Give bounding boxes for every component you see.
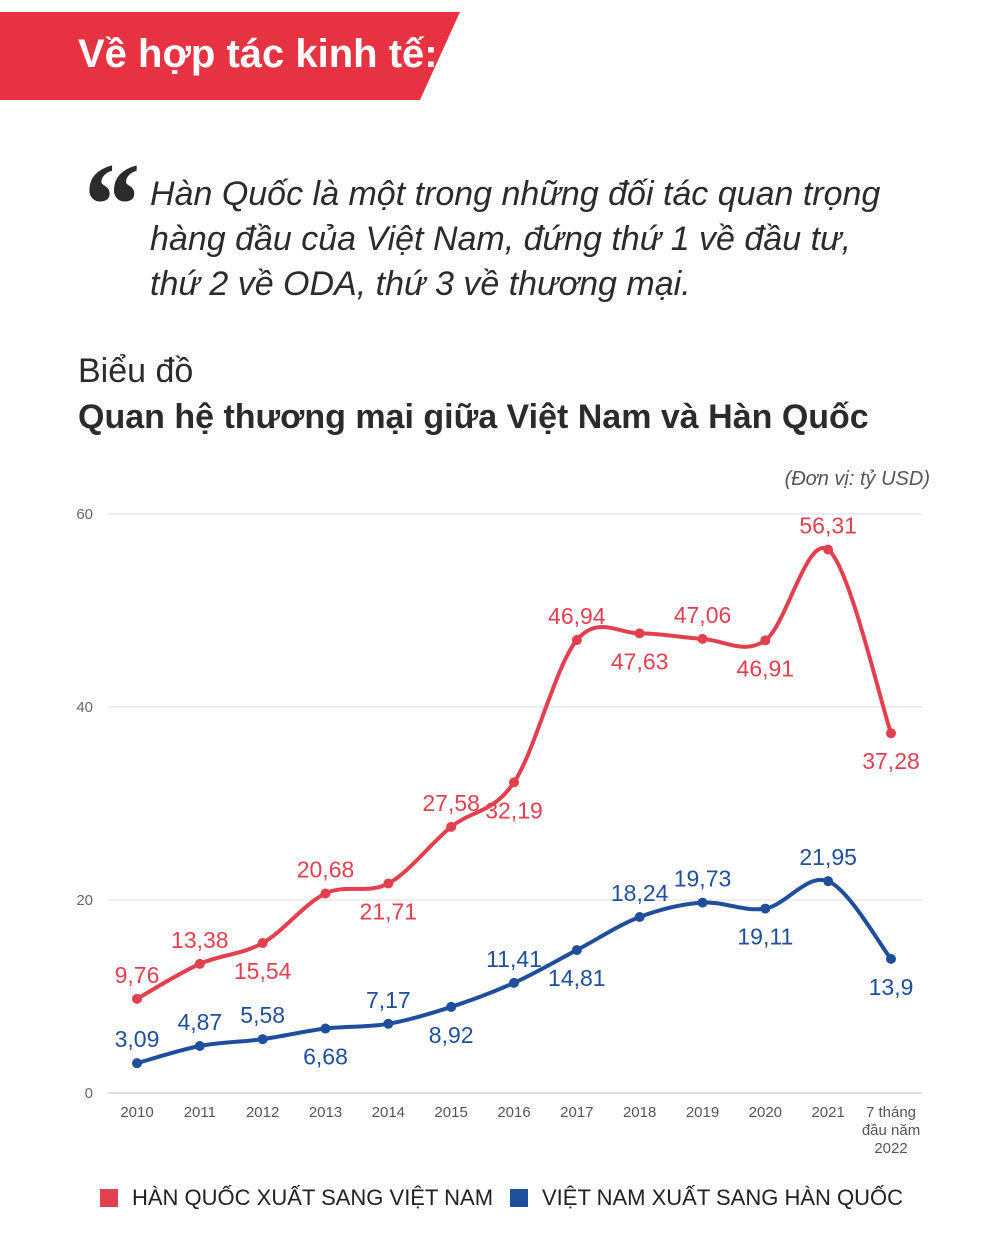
- data-point: [697, 633, 708, 644]
- data-point: [320, 888, 331, 899]
- data-point: [383, 1018, 394, 1029]
- data-label: 37,28: [862, 748, 920, 774]
- data-point: [257, 938, 268, 949]
- data-label: 5,58: [240, 1002, 285, 1028]
- x-tick-label: 2015: [434, 1104, 467, 1121]
- data-label: 8,92: [429, 1022, 474, 1048]
- data-label: 56,31: [799, 513, 857, 539]
- data-label: 19,11: [737, 924, 793, 950]
- data-point: [886, 728, 896, 739]
- quote-text: Hàn Quốc là một trong những đối tác quan…: [150, 172, 950, 307]
- legend-label: VIỆT NAM XUẤT SANG HÀN QUỐC: [542, 1185, 904, 1210]
- x-tick-label: 2014: [372, 1104, 405, 1121]
- x-tick-label: 2017: [560, 1104, 593, 1121]
- data-point: [509, 777, 519, 788]
- data-label: 20,68: [297, 856, 355, 882]
- data-point: [886, 953, 896, 964]
- quote-line: Hàn Quốc là một trong những đối tác quan…: [150, 175, 881, 213]
- data-point: [823, 544, 834, 555]
- data-label: 3,09: [115, 1026, 160, 1052]
- data-point: [383, 878, 394, 889]
- data-label: 21,95: [799, 844, 857, 870]
- x-tick-label: 2018: [623, 1104, 656, 1121]
- series-line-korea-exports: [135, 545, 893, 1001]
- x-tick-label: 2019: [686, 1104, 719, 1121]
- data-label: 7,17: [366, 987, 411, 1013]
- y-tick-label: 20: [76, 892, 93, 909]
- data-point: [571, 945, 582, 956]
- data-label: 11,41: [486, 946, 542, 972]
- legend-label: HÀN QUỐC XUẤT SANG VIỆT NAM: [132, 1185, 494, 1210]
- quote-mark-icon: “: [78, 138, 138, 271]
- data-point: [571, 635, 582, 646]
- data-point: [760, 903, 771, 914]
- data-label: 47,63: [611, 648, 669, 674]
- line-chart: 0 20 40 60 2010 2011 2012 2013 2014 2015 2016 2017 2…: [76, 506, 922, 1157]
- legend-item-korea-exports: HÀN QUỐC XUẤT SANG VIỆT NAM: [100, 1185, 493, 1211]
- data-label: 21,71: [360, 898, 418, 924]
- x-tick-label: 2010: [120, 1104, 153, 1121]
- data-point: [320, 1023, 331, 1034]
- data-point: [446, 821, 457, 832]
- data-label: 6,68: [303, 1044, 348, 1070]
- data-label: 46,91: [737, 655, 795, 681]
- x-tick-label: 7 tháng: [866, 1104, 916, 1121]
- data-label: 13,9: [869, 974, 914, 1000]
- data-point: [257, 1034, 268, 1045]
- data-label: 27,58: [422, 790, 480, 816]
- chart-subtitle: Biểu đồ: [78, 352, 194, 390]
- data-point: [634, 628, 645, 639]
- chart-unit: (Đơn vị: tỷ USD): [784, 468, 930, 490]
- x-tick-label: 2020: [749, 1104, 782, 1121]
- x-tick-label: 2013: [309, 1104, 342, 1121]
- data-point: [194, 1041, 205, 1052]
- data-point: [132, 993, 142, 1004]
- data-label: 46,94: [548, 603, 606, 629]
- data-label: 18,24: [611, 880, 669, 906]
- x-tick-label: 2012: [246, 1104, 279, 1121]
- data-point: [697, 897, 708, 908]
- data-label: 13,38: [171, 927, 229, 953]
- data-point: [760, 635, 771, 646]
- chart-title: Quan hệ thương mại giữa Việt Nam và Hàn …: [78, 398, 869, 436]
- quote-line: hàng đầu của Việt Nam, đứng thứ 1 về đầu…: [150, 220, 852, 258]
- data-point: [634, 911, 645, 922]
- data-point: [823, 876, 834, 887]
- legend-swatch: [510, 1189, 528, 1207]
- banner-background: [0, 12, 460, 100]
- quote-line: thứ 2 về ODA, thứ 3 về thương mại.: [150, 265, 691, 303]
- data-point: [132, 1058, 142, 1069]
- data-label: 47,06: [674, 602, 732, 628]
- data-label: 15,54: [234, 958, 292, 984]
- data-label: 4,87: [177, 1009, 222, 1035]
- y-tick-label: 60: [76, 506, 93, 523]
- banner-title: Về hợp tác kinh tế:: [78, 32, 438, 76]
- data-label: 32,19: [485, 797, 543, 823]
- legend-item-vietnam-exports: VIỆT NAM XUẤT SANG HÀN QUỐC: [510, 1185, 903, 1211]
- y-tick-label: 0: [85, 1085, 93, 1102]
- x-tick-label: 2016: [497, 1104, 530, 1121]
- legend-swatch: [100, 1189, 118, 1207]
- data-label: 9,76: [115, 962, 160, 988]
- x-tick-label: đầu năm: [862, 1122, 920, 1139]
- data-label: 14,81: [548, 965, 606, 991]
- x-tick-label: 2021: [811, 1104, 844, 1121]
- data-point: [509, 977, 519, 988]
- data-label: 19,73: [674, 866, 732, 892]
- x-tick-label: 2011: [184, 1104, 216, 1121]
- y-tick-label: 40: [76, 699, 93, 716]
- data-point: [446, 1001, 457, 1012]
- data-point: [194, 958, 205, 969]
- x-tick-label: 2022: [874, 1140, 907, 1157]
- section-banner: Về hợp tác kinh tế:: [0, 12, 460, 100]
